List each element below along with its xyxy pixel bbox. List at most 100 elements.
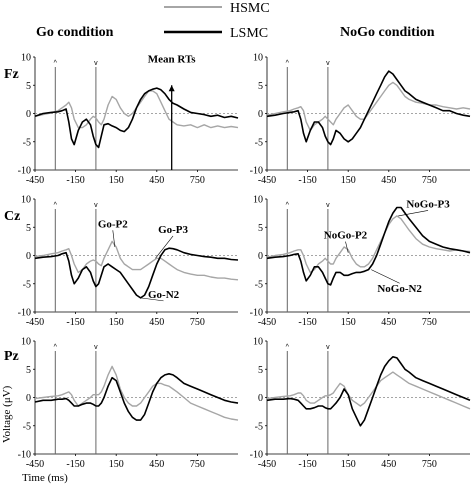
y-tick-label: -5 bbox=[255, 137, 263, 148]
x-tick-label: 750 bbox=[190, 459, 205, 470]
panel-fz-nogo: -10 -5 0 5 10 -450 -150 150 450 750 ^ v bbox=[250, 53, 471, 186]
x-tick-label: -450 bbox=[258, 175, 276, 186]
x-tick-label: 750 bbox=[422, 459, 437, 470]
annotation-label: Go-P3 bbox=[158, 224, 188, 236]
x-tick-label: 750 bbox=[422, 317, 437, 328]
series-line-lsmc bbox=[266, 70, 471, 146]
annotation-pointer bbox=[345, 241, 349, 253]
annotation-pointer bbox=[112, 230, 116, 248]
annotation-pointer bbox=[398, 210, 429, 217]
panel-cz-nogo: -10 -5 0 5 10 -450 -150 150 450 750 ^ v NoGo-P2 NoGo-… bbox=[250, 195, 471, 328]
y-tick-label: 0 bbox=[26, 251, 31, 262]
y-tick-label: 5 bbox=[258, 81, 263, 92]
legend-label-hsmc: HSMC bbox=[230, 1, 270, 16]
annotation-label: NoGo-P3 bbox=[406, 198, 450, 210]
event-marker-label: ^ bbox=[286, 60, 290, 67]
series-line-lsmc bbox=[34, 247, 239, 299]
series-line-hsmc bbox=[34, 365, 239, 421]
legend: HSMC LSMC bbox=[164, 1, 270, 41]
y-tick-label: 5 bbox=[26, 223, 31, 234]
x-tick-label: -150 bbox=[66, 175, 84, 186]
y-tick-label: -10 bbox=[18, 308, 31, 319]
y-tick-label: 0 bbox=[26, 393, 31, 404]
event-marker-label: v bbox=[326, 344, 330, 351]
x-tick-label: 750 bbox=[190, 317, 205, 328]
column-title-go: Go condition bbox=[36, 25, 114, 40]
y-tick-label: -5 bbox=[23, 137, 31, 148]
panel-pz-nogo: -10 -5 0 5 10 -450 -150 150 450 750 ^ v bbox=[250, 337, 471, 470]
annotation-arrowhead bbox=[168, 85, 175, 92]
series-line-lsmc bbox=[266, 206, 471, 286]
y-tick-label: 0 bbox=[258, 109, 263, 120]
y-tick-label: 5 bbox=[258, 223, 263, 234]
legend-label-lsmc: LSMC bbox=[230, 26, 268, 41]
column-title-nogo: NoGo condition bbox=[340, 25, 435, 40]
event-marker-label: v bbox=[326, 202, 330, 209]
series-line-hsmc bbox=[266, 215, 471, 274]
y-tick-label: -5 bbox=[23, 421, 31, 432]
x-tick-label: 150 bbox=[109, 459, 124, 470]
x-tick-label: 150 bbox=[341, 317, 356, 328]
annotation-pointer bbox=[140, 297, 164, 302]
y-tick-label: -10 bbox=[250, 450, 263, 461]
x-tick-label: -450 bbox=[258, 317, 276, 328]
x-tick-label: -450 bbox=[258, 459, 276, 470]
y-tick-label: 0 bbox=[258, 251, 263, 262]
x-tick-label: -450 bbox=[26, 317, 44, 328]
panel-pz-go: -10 -5 0 5 10 -450 -150 150 450 750 ^ v bbox=[18, 337, 239, 470]
y-tick-label: 10 bbox=[253, 195, 263, 206]
x-tick-label: -150 bbox=[66, 317, 84, 328]
event-marker-label: ^ bbox=[54, 202, 58, 209]
panel-fz-go: -10 -5 0 5 10 -450 -150 150 450 750 ^ v Mean RTs bbox=[18, 53, 239, 186]
x-tick-label: 450 bbox=[149, 459, 164, 470]
annotation-pointer bbox=[371, 269, 400, 284]
series-line-lsmc bbox=[34, 87, 239, 149]
event-marker-label: ^ bbox=[286, 202, 290, 209]
row-label-cz: Cz bbox=[4, 209, 20, 224]
event-marker-label: ^ bbox=[54, 60, 58, 67]
series-line-hsmc bbox=[34, 90, 239, 129]
x-tick-label: 450 bbox=[381, 317, 396, 328]
x-tick-label: 150 bbox=[109, 175, 124, 186]
x-tick-label: -450 bbox=[26, 175, 44, 186]
row-label-fz: Fz bbox=[4, 67, 19, 82]
series-line-hsmc bbox=[266, 81, 471, 132]
y-tick-label: 10 bbox=[21, 195, 31, 206]
event-marker-label: ^ bbox=[54, 344, 58, 351]
y-tick-label: -10 bbox=[250, 166, 263, 177]
y-tick-label: -10 bbox=[18, 166, 31, 177]
annotation-label: NoGo-N2 bbox=[377, 283, 422, 295]
x-tick-label: -150 bbox=[298, 459, 316, 470]
x-tick-label: 150 bbox=[341, 175, 356, 186]
event-marker-label: v bbox=[326, 60, 330, 67]
y-tick-label: -5 bbox=[255, 421, 263, 432]
series-line-lsmc bbox=[34, 373, 239, 421]
x-tick-label: -450 bbox=[26, 459, 44, 470]
y-tick-label: 10 bbox=[21, 53, 31, 64]
x-axis-title: Time (ms) bbox=[22, 472, 68, 484]
series-line-hsmc bbox=[266, 371, 471, 410]
x-tick-label: -150 bbox=[298, 317, 316, 328]
y-tick-label: -5 bbox=[23, 279, 31, 290]
y-tick-label: 5 bbox=[26, 81, 31, 92]
panel-cz-go: -10 -5 0 5 10 -450 -150 150 450 750 ^ v Go-P2 Go-P3 Go… bbox=[18, 195, 239, 328]
x-tick-label: -150 bbox=[66, 459, 84, 470]
x-tick-label: -150 bbox=[298, 175, 316, 186]
y-tick-label: -10 bbox=[18, 450, 31, 461]
y-tick-label: 10 bbox=[21, 337, 31, 348]
row-label-pz: Pz bbox=[4, 349, 19, 364]
y-tick-label: 5 bbox=[26, 365, 31, 376]
event-marker-label: v bbox=[94, 60, 98, 67]
x-tick-label: 450 bbox=[149, 317, 164, 328]
x-tick-label: 450 bbox=[149, 175, 164, 186]
x-tick-label: 450 bbox=[381, 459, 396, 470]
y-tick-label: 0 bbox=[258, 393, 263, 404]
annotation-label: NoGo-P2 bbox=[324, 230, 368, 242]
event-marker-label: v bbox=[94, 202, 98, 209]
x-tick-label: 150 bbox=[109, 317, 124, 328]
series-line-lsmc bbox=[266, 356, 471, 427]
y-tick-label: -10 bbox=[250, 308, 263, 319]
event-marker-label: ^ bbox=[286, 344, 290, 351]
